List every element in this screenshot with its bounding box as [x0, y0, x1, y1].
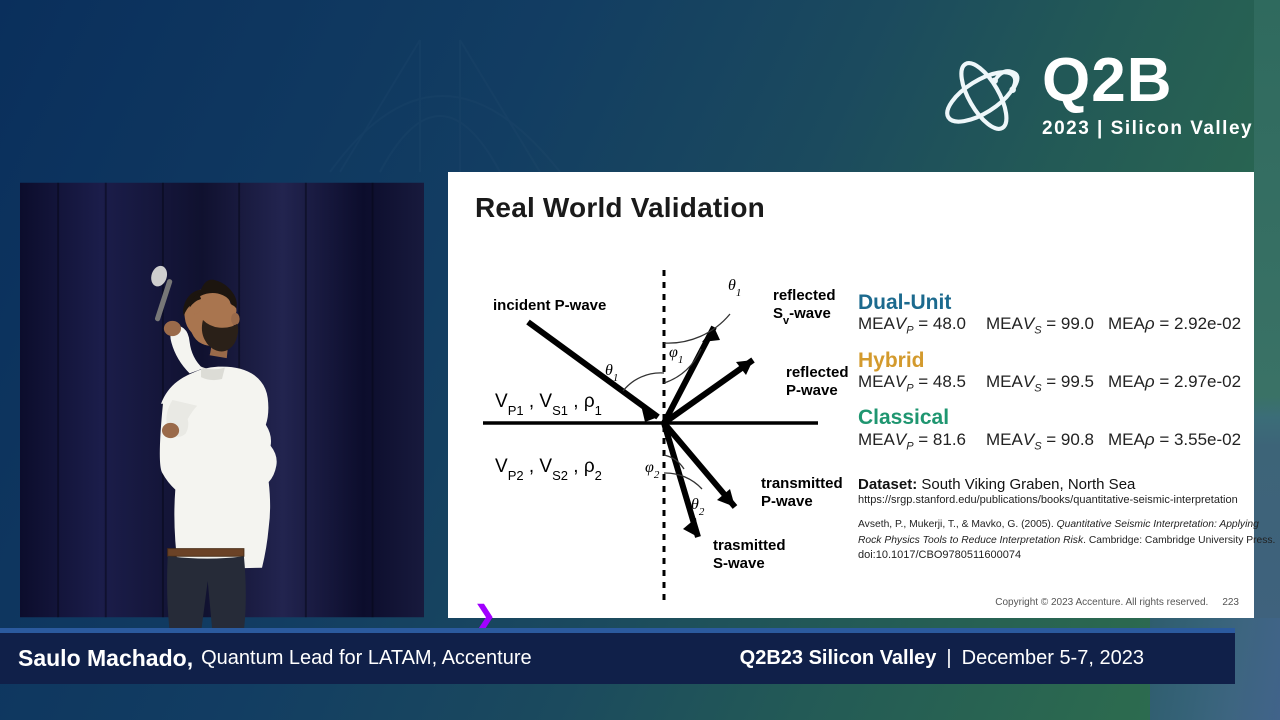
svg-text:φ1: φ1	[669, 344, 683, 366]
svg-text:P-wave: P-wave	[786, 382, 838, 399]
svg-text:θ1: θ1	[728, 277, 741, 299]
svg-text:trasmitted: trasmitted	[713, 537, 786, 554]
svg-text:VP1 , VS1 , ρ1: VP1 , VS1 , ρ1	[495, 391, 602, 418]
svg-text:S-wave: S-wave	[713, 555, 765, 572]
svg-text:Sv-wave: Sv-wave	[773, 305, 831, 327]
svg-text:VP2 , VS2 , ρ2: VP2 , VS2 , ρ2	[495, 456, 602, 483]
svg-text:φ2: φ2	[645, 459, 660, 481]
svg-text:incident P-wave: incident P-wave	[493, 297, 606, 314]
svg-text:reflected: reflected	[773, 287, 836, 304]
svg-text:P-wave: P-wave	[761, 493, 813, 510]
svg-text:transmitted: transmitted	[761, 475, 843, 492]
svg-text:reflected: reflected	[786, 364, 849, 381]
